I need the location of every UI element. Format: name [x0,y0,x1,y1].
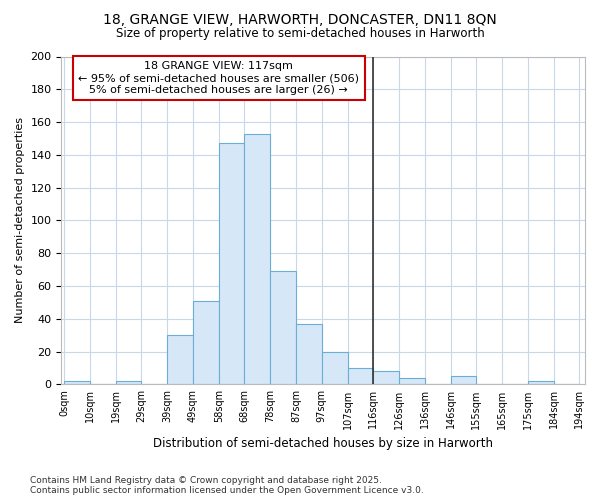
Bar [270,272,296,384]
Bar [451,376,476,384]
Bar [347,368,373,384]
Bar [528,381,554,384]
Text: Contains HM Land Registry data © Crown copyright and database right 2025.
Contai: Contains HM Land Registry data © Crown c… [30,476,424,495]
Bar [322,352,347,384]
Bar [193,301,218,384]
Bar [373,372,399,384]
Bar [116,381,142,384]
Text: 18 GRANGE VIEW: 117sqm
← 95% of semi-detached houses are smaller (506)
5% of sem: 18 GRANGE VIEW: 117sqm ← 95% of semi-det… [78,62,359,94]
Bar [296,324,322,384]
Bar [64,381,90,384]
Bar [218,144,244,384]
Y-axis label: Number of semi-detached properties: Number of semi-detached properties [15,118,25,324]
X-axis label: Distribution of semi-detached houses by size in Harworth: Distribution of semi-detached houses by … [153,437,493,450]
Bar [167,335,193,384]
Bar [399,378,425,384]
Text: 18, GRANGE VIEW, HARWORTH, DONCASTER, DN11 8QN: 18, GRANGE VIEW, HARWORTH, DONCASTER, DN… [103,12,497,26]
Bar [244,134,270,384]
Text: Size of property relative to semi-detached houses in Harworth: Size of property relative to semi-detach… [116,28,484,40]
